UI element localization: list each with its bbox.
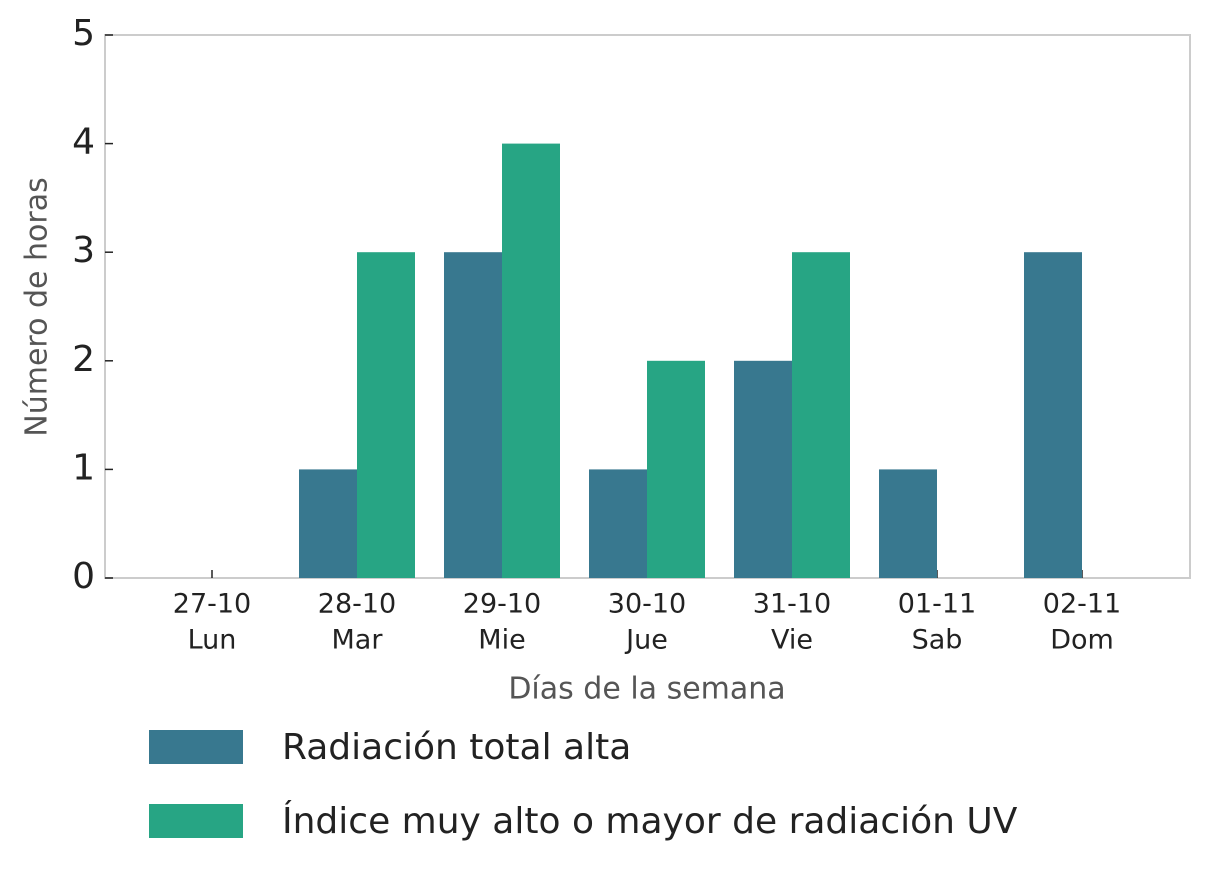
legend-swatch xyxy=(149,804,243,838)
bar xyxy=(734,360,792,578)
x-tick-sublabel: Vie xyxy=(771,625,813,656)
bar xyxy=(357,252,415,578)
bar xyxy=(792,252,850,578)
y-tick-label: 3 xyxy=(72,230,95,271)
x-tick-sublabel: Sab xyxy=(912,625,963,656)
x-tick-label: 01-11 xyxy=(898,589,976,620)
x-tick-sublabel: Lun xyxy=(188,625,237,656)
y-tick-label: 2 xyxy=(72,339,95,380)
bar xyxy=(299,469,357,578)
x-tick-sublabel: Mar xyxy=(332,625,384,656)
y-axis-label: Número de horas xyxy=(20,177,55,436)
x-axis-label: Días de la semana xyxy=(508,672,785,707)
x-tick-sublabel: Mie xyxy=(478,625,525,656)
x-tick-label: 02-11 xyxy=(1043,589,1121,620)
bar xyxy=(647,360,705,578)
y-tick-label: 4 xyxy=(72,122,95,163)
bar xyxy=(502,143,560,578)
x-tick-label: 31-10 xyxy=(753,589,831,620)
bar xyxy=(1024,252,1082,578)
legend-label: Índice muy alto o mayor de radiación UV xyxy=(282,800,1018,842)
x-tick-sublabel: Jue xyxy=(624,625,668,656)
y-tick-label: 5 xyxy=(72,13,95,54)
x-tick-label: 29-10 xyxy=(463,589,541,620)
y-tick-label: 0 xyxy=(72,556,95,597)
y-tick-label: 1 xyxy=(72,447,95,488)
legend-label: Radiación total alta xyxy=(282,727,631,768)
bar xyxy=(589,469,647,578)
bar xyxy=(444,252,502,578)
x-tick-label: 27-10 xyxy=(173,589,251,620)
x-tick-label: 28-10 xyxy=(318,589,396,620)
x-tick-sublabel: Dom xyxy=(1050,625,1114,656)
bar xyxy=(879,469,937,578)
x-tick-label: 30-10 xyxy=(608,589,686,620)
legend-swatch xyxy=(149,730,243,764)
